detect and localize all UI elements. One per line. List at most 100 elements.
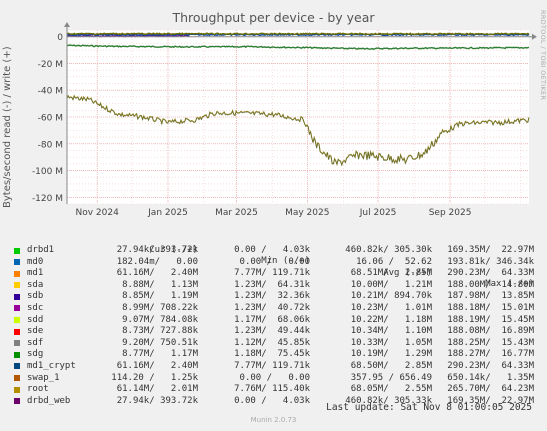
y-tick-label: -120 M (32, 194, 63, 204)
legend-series-name: drbd1 (27, 245, 55, 255)
legend-avg-value: 10.34M/ 1.10M (350, 326, 432, 337)
munin-version: Munin 2.0.73 (250, 416, 297, 424)
legend-max-value: 290.23M/ 64.33M (447, 360, 534, 371)
legend-max-value: 188.18M/ 15.01M (447, 302, 534, 313)
series-line-md1_read (66, 44, 530, 50)
legend-cur-value: 114.20 / 1.25k (111, 372, 198, 383)
y-tick-label: -60 M (38, 114, 63, 124)
legend-swatch (14, 386, 20, 393)
legend-row-sde: sde 8.73M/ 727.88k 1.23M/ 49.44k 10.34M/ 1.… (12, 326, 542, 338)
legend-min-value: 0.00 / 4.03k (234, 395, 310, 406)
legend-avg-value: 68.51M/ 2.85M (350, 268, 432, 279)
y-tick-label: -40 M (38, 87, 63, 97)
legend-swatch (14, 259, 20, 266)
legend-avg-value: 68.05M/ 2.55M (350, 384, 432, 395)
series-line-md1_crypt_read (66, 95, 530, 167)
legend-min-value: 1.23M/ 40.72k (234, 302, 310, 313)
legend-avg-value: 10.19M/ 1.29M (350, 349, 432, 360)
legend-swatch (14, 293, 20, 300)
legend-header-avg: Avg (-/+) (383, 267, 432, 278)
legend-max-value: 169.35M/ 22.97M (447, 245, 534, 255)
legend-cur-value: 9.07M/ 784.08k (122, 314, 198, 325)
legend-cur-value: 8.77M/ 1.17M (122, 349, 198, 360)
y-tick-label: -20 M (38, 60, 63, 70)
legend-max-value: 169.35M/ 22.97M (447, 395, 534, 406)
legend-series-name: sdc (27, 302, 44, 313)
x-tick-label: May 2025 (285, 208, 329, 218)
legend-rows: drbd1 27.94k/ 393.72k 0.00 / 4.03k 460.82k/… (12, 245, 542, 407)
legend-series-name: drbd_web (27, 395, 71, 406)
x-tick-label: Mar 2025 (215, 208, 258, 218)
x-tick-label: Sep 2025 (429, 208, 472, 218)
legend-header-min: Min (-/+) (261, 256, 310, 267)
x-tick-label: Jan 2025 (147, 208, 188, 218)
legend-min-value: 1.18M/ 75.45k (234, 349, 310, 360)
rrdtool-watermark: RRDTOOL / TOBI OETIKER (539, 10, 547, 101)
legend-cur-value: 9.20M/ 750.51k (122, 337, 198, 348)
legend-series-name: md1_crypt (27, 360, 76, 371)
y-tick-label: -80 M (38, 140, 63, 150)
legend-avg-value: 460.82k/ 305.33k (345, 395, 432, 406)
legend-min-value: 1.23M/ 32.36k (234, 291, 310, 302)
chart-area: 0 -20 M -40 M -60 M -80 M -100 M -120 M Nov 202… (32, 22, 537, 218)
grid-layer (67, 29, 529, 205)
legend-max-value: 650.14k/ 1.35M (447, 372, 534, 383)
legend-series-name: sdg (27, 349, 44, 360)
legend-swatch (14, 282, 20, 289)
last-update: Last update: Sat Nov 8 01:00:05 2025 (326, 402, 532, 413)
legend-min-value: 1.12M/ 45.85k (234, 337, 310, 348)
legend-row-sdd: sdd 9.07M/ 784.08k 1.17M/ 68.06k 10.22M/ 1.… (12, 315, 542, 327)
legend-min-value: 7.77M/ 119.71k (234, 360, 310, 371)
legend-swatch (14, 328, 20, 335)
y-tick-label: 0 (57, 33, 63, 43)
legend-header: Cur (-/+) Min (-/+) Avg (-/+) Max (-/+) (12, 233, 542, 290)
legend-cur-value: 61.16M/ 2.40M (116, 268, 198, 279)
legend-series-name: sde (27, 326, 44, 337)
legend-max-value: 188.19M/ 15.45M (447, 314, 534, 325)
legend-max-value: 290.23M/ 64.33M (447, 268, 534, 279)
x-tick-label: Nov 2024 (76, 208, 120, 218)
legend-min-value: 1.23M/ 64.31k (234, 279, 310, 290)
axis-layer: 0 -20 M -40 M -60 M -80 M -100 M -120 M Nov 202… (32, 22, 537, 218)
chart-title: Throughput per device - by year (172, 10, 375, 25)
x-tick-label: Jul 2025 (359, 208, 397, 218)
legend-max-value: 188.25M/ 15.43M (447, 337, 534, 348)
legend-row-md1: md1 61.16M/ 2.40M 7.77M/ 119.71k 68.51M/ 2.… (12, 268, 542, 280)
legend-series-name: md0 (27, 256, 44, 267)
legend-min-value: 0.00 / 0.00 (239, 372, 310, 383)
series-layer (66, 32, 530, 167)
x-axis-arrow (532, 33, 537, 40)
legend-swatch (14, 363, 20, 370)
legend-series-name: md1 (27, 268, 44, 279)
legend-avg-value: 460.82k/ 305.30k (345, 245, 432, 255)
legend-min-value: 7.77M/ 119.71k (234, 268, 310, 279)
legend-avg-value: 10.21M/ 894.70k (350, 291, 432, 302)
legend-swatch (14, 317, 20, 324)
legend-min-value: 1.23M/ 49.44k (234, 326, 310, 337)
legend-avg-value: 10.22M/ 1.18M (350, 314, 432, 325)
legend-row-drbd_web: drbd_web 27.94k/ 393.72k 0.00 / 4.03k 460.8… (12, 396, 542, 408)
legend-avg-value: 10.33M/ 1.05M (350, 337, 432, 348)
legend-row-sda: sda 8.88M/ 1.13M 1.23M/ 64.31k 10.00M/ 1.21… (12, 280, 542, 292)
legend-row-sdg: sdg 8.77M/ 1.17M 1.18M/ 75.45k 10.19M/ 1.29… (12, 349, 542, 361)
legend-row-md1_crypt: md1_crypt 61.16M/ 2.40M 7.77M/ 119.71k 68.5… (12, 361, 542, 373)
y-tick-label: -100 M (32, 167, 63, 177)
legend-avg-value: 68.50M/ 2.85M (350, 360, 432, 371)
legend-row-drbd1: drbd1 27.94k/ 393.72k 0.00 / 4.03k 460.82k/… (12, 245, 542, 257)
legend-row-swap_1: swap_1 114.20 / 1.25k 0.00 / 0.00 357.95 / … (12, 373, 542, 385)
legend-cur-value: 61.14M/ 2.01M (116, 384, 198, 395)
legend-min-value: 0.00 / 4.03k (234, 245, 310, 255)
legend-max-value: 188.08M/ 16.89M (447, 326, 534, 337)
legend-row-sdf: sdf 9.20M/ 750.51k 1.12M/ 45.85k 10.33M/ 1.… (12, 338, 542, 350)
legend: Cur (-/+) Min (-/+) Avg (-/+) Max (-/+) … (12, 233, 542, 407)
legend-avg-value: 357.95 / 656.49 (350, 372, 432, 383)
legend-swatch (14, 375, 20, 382)
legend-header-cur: Cur (-/+) (149, 244, 198, 255)
legend-row-root: root 61.14M/ 2.01M 7.76M/ 115.40k 68.05M/ 2… (12, 384, 542, 396)
legend-swatch (14, 351, 20, 358)
legend-series-name: sdb (27, 291, 44, 302)
legend-cur-value: 27.94k/ 393.72k (116, 245, 198, 255)
legend-swatch (14, 270, 20, 277)
legend-row-sdc: sdc 8.99M/ 708.22k 1.23M/ 40.72k 10.23M/ 1.… (12, 303, 542, 315)
legend-series-name: sda (27, 279, 44, 290)
